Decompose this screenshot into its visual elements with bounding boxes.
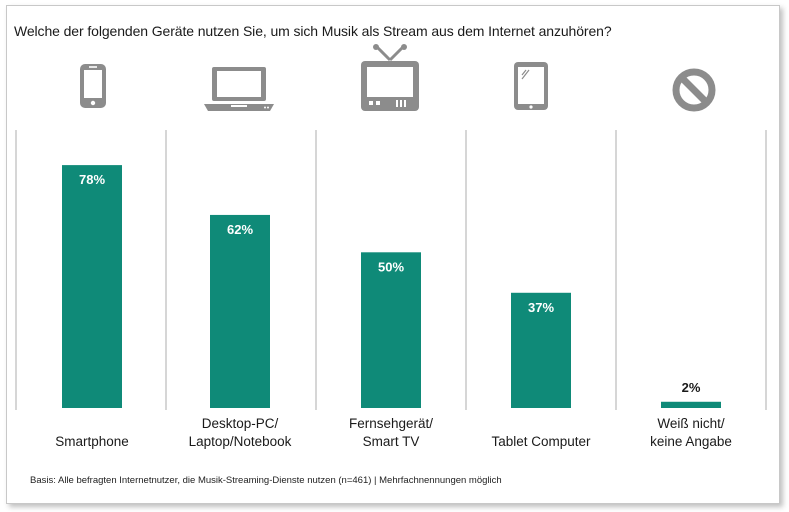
- tablet-icon: [514, 62, 548, 110]
- smartphone-icon: [80, 64, 106, 108]
- data-label: 78%: [79, 172, 105, 187]
- data-label: 37%: [528, 300, 554, 315]
- category-label: Desktop-PC/: [202, 416, 279, 431]
- category-label: Weiß nicht/: [657, 416, 725, 431]
- category-label: keine Angabe: [650, 434, 732, 449]
- no-entry-icon: [672, 68, 716, 112]
- bar: [62, 165, 122, 408]
- tv-icon: [361, 44, 419, 111]
- footnote: Basis: Alle befragten Internetnutzer, di…: [30, 475, 502, 486]
- data-label: 50%: [378, 259, 404, 274]
- bar: [661, 401, 721, 408]
- category-label: Tablet Computer: [491, 434, 591, 449]
- bar: [511, 292, 571, 408]
- category-label: Smartphone: [55, 434, 129, 449]
- bar: [210, 214, 270, 408]
- category-label: Fernsehgerät/: [349, 416, 433, 431]
- data-label: 62%: [227, 222, 253, 237]
- chart-title: Welche der folgenden Geräte nutzen Sie, …: [14, 23, 612, 39]
- category-label: Laptop/Notebook: [189, 434, 292, 449]
- data-label: 2%: [682, 380, 701, 395]
- laptop-icon: [204, 67, 274, 111]
- category-label: Smart TV: [363, 434, 420, 449]
- bar: [361, 252, 421, 408]
